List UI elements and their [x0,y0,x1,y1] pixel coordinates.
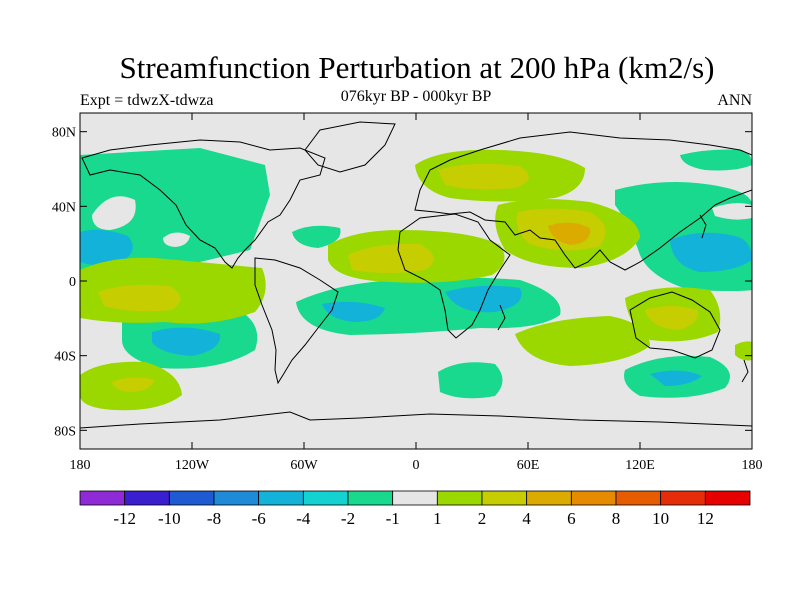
contour-region [92,196,136,230]
contour-region [438,163,529,190]
colorbar-box [124,490,170,506]
x-tick-label: 180 [742,458,763,473]
experiment-label: Expt = tdwzX-tdwza [80,92,214,109]
colorbar-box [392,490,438,506]
colorbar-label: 6 [567,509,576,528]
colorbar-box [704,490,751,506]
colorbar-label: -4 [296,509,311,528]
colorbar-label: -6 [252,509,266,528]
x-tick-label: 120E [625,458,655,473]
x-tick-label: 60E [517,458,540,473]
colorbar-box [570,490,617,506]
colorbar-box [213,490,260,506]
contour-region [322,301,385,322]
contour-region [650,370,702,386]
colorbar: -12 -10 -8 -6 -4 -2 -1 1 2 4 6 8 10 12 [79,490,751,528]
coastline-greenland [304,121,396,173]
contour-region [98,284,181,312]
contour-region [712,203,752,220]
time-period-label: 076kyr BP - 000kyr BP [340,88,492,105]
contour-region [445,285,522,313]
x-tick-label: 60W [290,458,318,473]
coastline-eurasia [414,131,752,271]
contour-region [645,306,699,330]
coastline-madagascar [497,304,506,331]
colorbar-label: 2 [478,509,487,528]
colorbar-box [481,490,528,506]
x-tick-label: 120W [175,458,210,473]
coastlines [80,121,752,429]
coastline-new-zealand [741,359,749,383]
contour-region [515,316,650,366]
contour-region [163,232,190,247]
colorbar-label: -10 [158,509,181,528]
coastline-antarctica [80,411,752,429]
colorbar-box [168,490,215,506]
colorbar-box [436,490,483,506]
contour-region [438,362,503,399]
contour-region [348,243,434,273]
contour-region [112,377,155,392]
coastline-japan [699,214,707,239]
contour-region [680,149,752,171]
colorbar-label: -12 [113,509,136,528]
map-panel [79,112,753,450]
colorbar-label: -1 [386,509,400,528]
x-tick-label: 0 [413,458,420,473]
y-axis: 80N 40N 0 40S 80S [52,126,752,439]
colorbar-label: 4 [522,509,531,528]
contour-region [548,222,591,245]
plot-title: Streamfunction Perturbation at 200 hPa (… [119,50,715,85]
coastline-africa [397,213,511,339]
colorbar-label: 8 [612,509,621,528]
colorbar-box [615,490,662,506]
contour-region [292,225,341,248]
colorbar-box [302,490,349,506]
colorbar-label: -2 [341,509,355,528]
colorbar-box [526,490,572,506]
y-tick-label: 40N [52,200,76,215]
contour-region [80,229,133,265]
colorbar-box [258,490,304,506]
y-tick-label: 40S [54,350,76,365]
x-axis: 180 120W 60W 0 60E 120E 180 [70,113,763,473]
colorbar-label: 10 [652,509,669,528]
x-tick-label: 180 [70,458,91,473]
colorbar-box [79,490,126,506]
colorbar-label: 12 [697,509,714,528]
colorbar-label: 1 [433,509,442,528]
colorbar-box [660,490,706,506]
coastline-australia [629,291,721,359]
season-label: ANN [717,92,752,109]
y-tick-label: 80S [54,424,76,439]
contour-region [670,232,752,272]
coastline-north-america [81,139,326,269]
colorbar-box [347,490,394,506]
contour-region [80,198,88,218]
contour-region [152,327,221,356]
coastline-south-america [254,257,339,385]
contour-fill-layer [80,148,752,411]
y-tick-label: 80N [52,126,76,141]
y-tick-label: 0 [69,275,76,290]
colorbar-label: -8 [207,509,221,528]
